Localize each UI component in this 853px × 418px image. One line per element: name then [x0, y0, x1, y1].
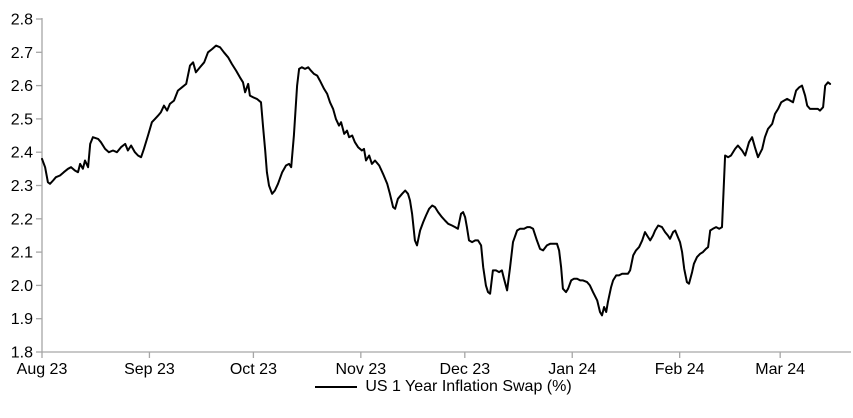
y-tick-label: 2.3	[11, 178, 33, 195]
x-tick-label: Oct 23	[230, 361, 277, 378]
x-tick-label: Sep 23	[124, 361, 175, 378]
legend-label: US 1 Year Inflation Swap (%)	[365, 378, 572, 395]
x-tick-label: Feb 24	[655, 361, 705, 378]
x-tick-label: Aug 23	[17, 361, 68, 378]
x-tick-label: Nov 23	[335, 361, 386, 378]
y-tick-label: 2.8	[11, 12, 33, 29]
series-line	[41, 44, 832, 317]
legend-line-marker	[315, 386, 358, 388]
y-tick-label: 1.9	[11, 311, 33, 328]
y-tick-label: 2.5	[11, 111, 33, 128]
y-tick-label: 2.7	[11, 45, 33, 62]
y-tick-label: 2.6	[11, 78, 33, 95]
y-tick-label: 2.2	[11, 211, 33, 228]
x-tick-label: Mar 24	[755, 361, 805, 378]
y-tick-label: 2.1	[11, 245, 33, 262]
x-tick-label: Jan 24	[548, 361, 596, 378]
y-tick-label: 1.8	[11, 345, 33, 362]
y-tick-label: 2.4	[11, 145, 33, 162]
chart-legend: US 1 Year Inflation Swap (%)	[0, 378, 853, 396]
y-tick-label: 2.0	[11, 278, 33, 295]
x-tick-label: Dec 23	[439, 361, 490, 378]
